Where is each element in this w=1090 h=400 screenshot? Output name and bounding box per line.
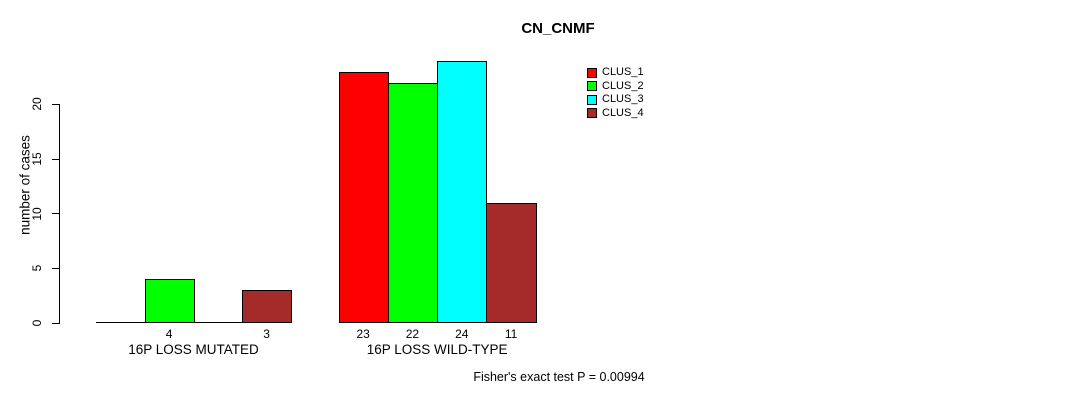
bar-clus_2-group2 — [387, 82, 439, 323]
bar-value-label: 23 — [356, 326, 370, 341]
bar-clus_3-group2 — [437, 60, 488, 323]
bar-zero-clus_3-group1 — [193, 322, 244, 323]
legend-label: CLUS_2 — [602, 79, 644, 92]
y-axis-tick-label: 10 — [30, 207, 44, 221]
y-axis-tick — [52, 322, 59, 324]
y-axis-tick-label: 20 — [30, 97, 44, 112]
bar-value-label: 22 — [405, 326, 420, 341]
bar-zero-clus_1-group1 — [96, 322, 146, 323]
category-label: 16P LOSS MUTATED — [128, 342, 259, 357]
bar-clus_4-group1 — [242, 290, 292, 323]
fisher-test-annotation: Fisher's exact test P = 0.00994 — [473, 370, 645, 384]
legend-swatch-clus_3 — [586, 94, 597, 105]
y-axis-tick — [52, 158, 59, 160]
bar-value-label: 24 — [455, 326, 469, 341]
bar-clus_4-group2 — [486, 202, 537, 323]
y-axis-tick — [52, 103, 59, 105]
bar-clus_1-group2 — [338, 71, 389, 323]
y-axis-tick-label: 0 — [30, 319, 44, 327]
bar-value-label: 3 — [263, 326, 270, 341]
category-label: 16P LOSS WILD-TYPE — [366, 342, 508, 357]
legend-label: CLUS_3 — [602, 93, 644, 105]
y-axis-tick — [52, 213, 59, 215]
legend-label: CLUS_4 — [602, 106, 644, 119]
y-axis-tick — [52, 267, 59, 269]
bar-clus_2-group1 — [144, 279, 195, 323]
y-axis-line — [59, 104, 60, 324]
legend-swatch-clus_1 — [586, 67, 597, 78]
legend-label: CLUS_1 — [602, 66, 644, 78]
legend-swatch-clus_4 — [586, 108, 597, 118]
y-axis-tick-label: 15 — [30, 152, 44, 166]
chart-title: CN_CNMF — [521, 20, 595, 37]
bar-value-label: 11 — [504, 326, 518, 341]
y-axis-tick-label: 5 — [30, 265, 44, 272]
bar-value-label: 4 — [165, 326, 173, 341]
legend-swatch-clus_2 — [586, 81, 597, 91]
